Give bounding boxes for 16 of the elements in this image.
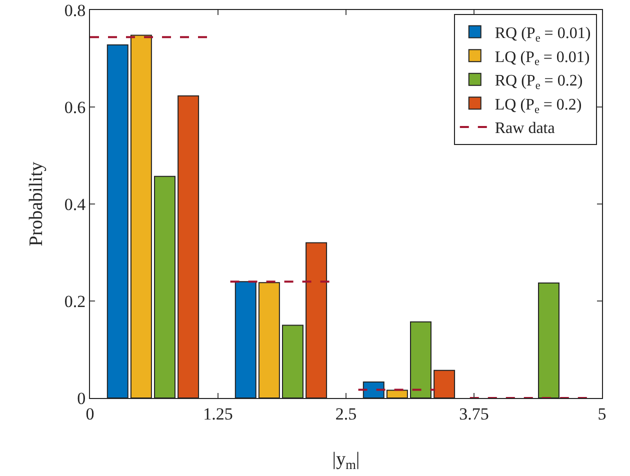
y-tick-label: 0.6	[64, 98, 86, 117]
x-axis-title: |y$_{m}$|	[332, 449, 360, 472]
y-axis-title: Probability	[26, 161, 47, 246]
legend-label: RQ (P$_{e}$ = 0.01)	[494, 25, 591, 44]
legend-label: Raw data	[494, 120, 555, 138]
y-tick-label: 0	[77, 388, 86, 408]
y-tick-label: 0.2	[64, 292, 86, 311]
y-tick-label: 0.8	[64, 0, 86, 20]
legend-label: LQ (P$_{e}$ = 0.2)	[494, 96, 582, 116]
x-tick-label: 3.75	[459, 404, 489, 424]
x-tick-label: 1.25	[203, 404, 233, 424]
y-tick-label: 0.4	[64, 194, 86, 214]
x-tick-label: 5	[598, 404, 606, 424]
x-tick-label: 2.5	[335, 404, 357, 424]
legend-label: LQ (P$_{e}$ = 0.01)	[494, 48, 590, 68]
legend-label: RQ (P$_{e}$ = 0.2)	[494, 72, 583, 92]
